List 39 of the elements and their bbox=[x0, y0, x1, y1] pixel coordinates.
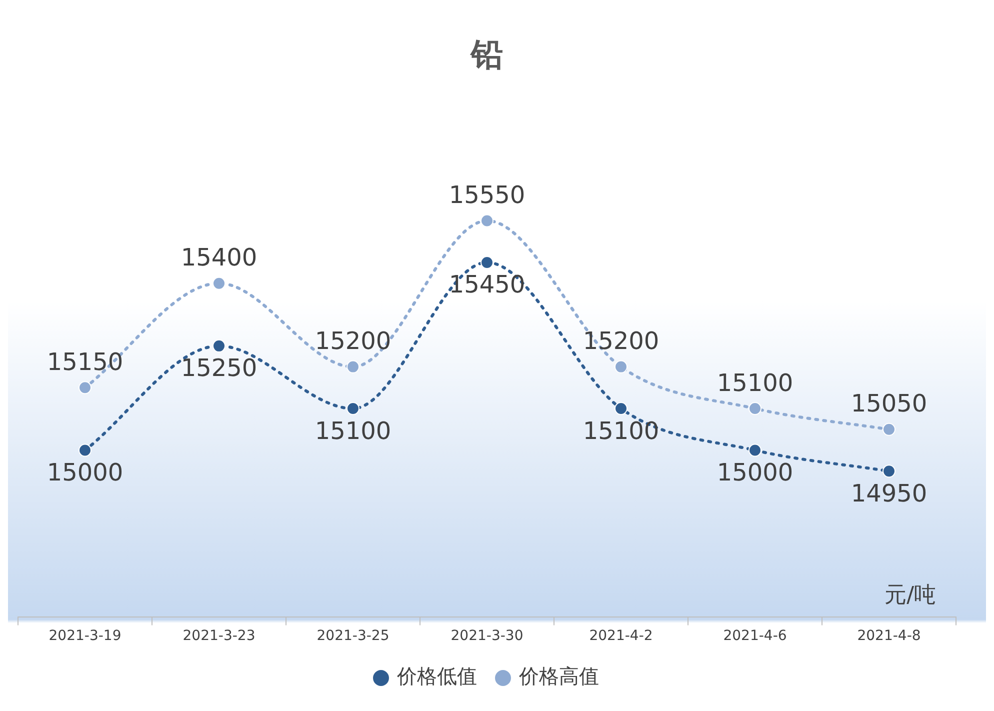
point bbox=[614, 360, 628, 374]
point bbox=[346, 402, 360, 416]
legend-label: 价格低值 bbox=[396, 664, 477, 688]
x-tick-label: 2021-3-23 bbox=[182, 628, 256, 644]
point bbox=[212, 276, 226, 290]
data-label: 15050 bbox=[850, 390, 928, 418]
point bbox=[614, 402, 628, 416]
point bbox=[78, 381, 92, 394]
data-label: 15250 bbox=[180, 354, 258, 382]
x-tick-label: 2021-4-6 bbox=[723, 628, 787, 644]
x-tick-label: 2021-4-2 bbox=[589, 628, 653, 644]
point bbox=[346, 360, 360, 374]
point bbox=[882, 422, 896, 436]
text: 元/吨 bbox=[884, 582, 936, 608]
data-label: 15100 bbox=[716, 368, 794, 397]
data-label: 15100 bbox=[314, 416, 392, 445]
data-label: 15100 bbox=[582, 416, 660, 445]
data-label: 15200 bbox=[314, 327, 392, 356]
chart-title: 铅 bbox=[469, 36, 503, 74]
data-label: 15150 bbox=[46, 348, 124, 376]
point bbox=[882, 464, 896, 478]
x-tick-label: 2021-3-19 bbox=[48, 628, 122, 644]
point bbox=[480, 256, 494, 269]
legend-label: 价格高值 bbox=[518, 664, 599, 688]
point bbox=[748, 402, 762, 416]
x-tick-label: 2021-3-30 bbox=[450, 628, 524, 644]
x-tick-label: 2021-3-25 bbox=[316, 628, 390, 644]
point bbox=[480, 214, 494, 228]
data-label: 15200 bbox=[582, 327, 660, 356]
point bbox=[748, 444, 762, 457]
point bbox=[78, 444, 92, 457]
x-tick-label: 2021-4-8 bbox=[857, 628, 921, 644]
data-label: 15550 bbox=[448, 180, 526, 209]
data-label: 15000 bbox=[46, 458, 124, 486]
point bbox=[212, 339, 226, 352]
data-label: 14950 bbox=[850, 479, 928, 508]
data-label: 15400 bbox=[180, 244, 258, 272]
data-label: 15000 bbox=[716, 458, 794, 486]
data-label: 15450 bbox=[448, 270, 526, 299]
